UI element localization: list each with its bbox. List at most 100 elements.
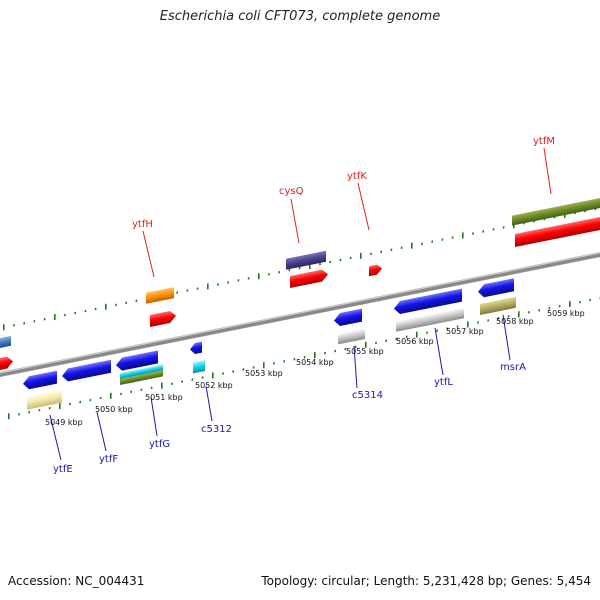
minor-tick bbox=[395, 337, 398, 341]
minor-tick bbox=[23, 321, 25, 325]
major-tick bbox=[365, 341, 367, 348]
minor-tick bbox=[405, 335, 408, 339]
minor-tick bbox=[13, 324, 15, 327]
scale-label: 5059 kbp bbox=[547, 309, 585, 318]
gene-label-c5314[interactable]: c5314 bbox=[352, 390, 383, 401]
minor-tick bbox=[319, 262, 321, 266]
gene-ytfm-feature[interactable] bbox=[512, 196, 600, 226]
gene-c5312-feature[interactable] bbox=[193, 359, 205, 374]
gene-label-ytfl[interactable]: ytfL bbox=[434, 377, 453, 388]
genome-title: Escherichia coli CFT073, complete genome bbox=[159, 9, 441, 24]
minor-tick bbox=[217, 283, 219, 286]
minor-tick bbox=[482, 230, 484, 233]
minor-tick bbox=[171, 382, 173, 385]
major-tick bbox=[569, 300, 571, 308]
gene-label-ytfg[interactable]: ytfG bbox=[149, 439, 170, 450]
gene-ytfg-feature-olive[interactable] bbox=[120, 370, 163, 385]
minor-tick bbox=[84, 309, 87, 313]
bottom-tick-track bbox=[8, 296, 600, 420]
minor-tick bbox=[181, 380, 183, 383]
minor-tick bbox=[125, 301, 128, 305]
gene-c5312-cds[interactable] bbox=[190, 341, 202, 355]
minor-tick bbox=[400, 246, 403, 250]
gene-msra-feature[interactable] bbox=[480, 296, 516, 315]
major-tick bbox=[212, 372, 214, 379]
minor-tick bbox=[344, 347, 347, 351]
minor-tick bbox=[385, 339, 387, 343]
minor-tick bbox=[426, 331, 428, 334]
gene-cds-forward-4[interactable] bbox=[150, 310, 176, 327]
major-tick bbox=[105, 303, 107, 310]
minor-tick bbox=[431, 240, 433, 243]
minor-tick bbox=[33, 319, 36, 323]
minor-tick bbox=[349, 256, 352, 260]
gene-ytfe-feature[interactable] bbox=[27, 389, 62, 410]
minor-tick bbox=[28, 410, 30, 414]
minor-tick bbox=[380, 250, 382, 254]
minor-tick bbox=[283, 360, 285, 363]
major-tick bbox=[8, 413, 10, 420]
minor-tick bbox=[507, 315, 510, 318]
scale-label: 5050 kbp bbox=[95, 405, 133, 414]
gene-ytfe-cds[interactable] bbox=[23, 370, 57, 391]
gene-cds-steel[interactable] bbox=[0, 335, 11, 350]
gene-label-msra[interactable]: msrA bbox=[500, 362, 526, 373]
gene-ytff-cds[interactable] bbox=[62, 359, 111, 383]
gene-c5314-feature[interactable] bbox=[338, 327, 365, 345]
gene-cds-reverse-1[interactable] bbox=[478, 278, 514, 298]
minor-tick bbox=[538, 308, 541, 312]
gene-ytfg-feature-cyan[interactable] bbox=[120, 364, 163, 379]
gene-label-ytfh[interactable]: ytfH bbox=[132, 219, 153, 230]
minor-tick bbox=[18, 413, 20, 416]
minor-tick bbox=[94, 307, 97, 311]
major-tick bbox=[59, 402, 61, 410]
minor-tick bbox=[64, 313, 66, 317]
minor-tick bbox=[201, 376, 204, 379]
bottom-gene-labels: ytfE ytfF ytfG c5312 c5314 ytfL msrA bbox=[53, 362, 526, 475]
scale-label: 5058 kbp bbox=[496, 317, 534, 326]
gene-cysq-feature[interactable] bbox=[286, 250, 326, 270]
gene-ytfh-feature[interactable] bbox=[146, 287, 174, 304]
scale-label: 5054 kbp bbox=[296, 358, 334, 367]
gene-cds-forward-5[interactable] bbox=[0, 355, 13, 372]
gene-cds-forward-1[interactable] bbox=[515, 215, 600, 247]
gene-cds-forward-3[interactable] bbox=[369, 264, 382, 277]
gene-ytfg-cds[interactable] bbox=[116, 350, 158, 371]
minor-tick bbox=[334, 349, 336, 353]
gene-ytfl-cds[interactable] bbox=[394, 288, 462, 316]
minor-tick bbox=[222, 372, 224, 375]
gene-label-ytff[interactable]: ytfF bbox=[99, 454, 118, 465]
scale-label: 5052 kbp bbox=[195, 381, 233, 390]
minor-tick bbox=[339, 258, 342, 262]
minor-tick bbox=[232, 370, 234, 373]
gene-cds-forward-2[interactable] bbox=[290, 268, 328, 288]
minor-tick bbox=[252, 366, 255, 369]
gene-c5314-cds[interactable] bbox=[334, 308, 362, 328]
gene-label-ytfm[interactable]: ytfM bbox=[533, 136, 555, 147]
scale-label: 5049 kbp bbox=[45, 418, 83, 427]
gene-label-cysq[interactable]: cysQ bbox=[279, 186, 304, 197]
gene-ytfl-feature[interactable] bbox=[396, 307, 464, 332]
gene-label-ytfk[interactable]: ytfK bbox=[347, 171, 367, 182]
major-tick bbox=[360, 252, 362, 259]
minor-tick bbox=[487, 319, 489, 322]
top-label-connectors bbox=[142, 147, 552, 278]
minor-tick bbox=[176, 291, 178, 294]
top-tick-track bbox=[3, 207, 597, 331]
top-gene-labels: ytfH cysQ ytfK ytfM bbox=[132, 136, 555, 230]
minor-tick bbox=[288, 268, 291, 272]
minor-tick bbox=[135, 299, 138, 303]
minor-tick bbox=[456, 325, 459, 328]
major-tick bbox=[462, 232, 464, 239]
minor-tick bbox=[191, 378, 194, 381]
minor-tick bbox=[303, 355, 306, 359]
minor-tick bbox=[69, 402, 71, 406]
minor-tick bbox=[140, 388, 143, 392]
minor-tick bbox=[74, 311, 77, 315]
gene-label-ytfe[interactable]: ytfE bbox=[53, 464, 73, 475]
scale-label: 5051 kbp bbox=[145, 393, 183, 402]
gene-label-c5312[interactable]: c5312 bbox=[201, 424, 232, 435]
minor-tick bbox=[451, 236, 454, 239]
minor-tick bbox=[227, 281, 229, 284]
